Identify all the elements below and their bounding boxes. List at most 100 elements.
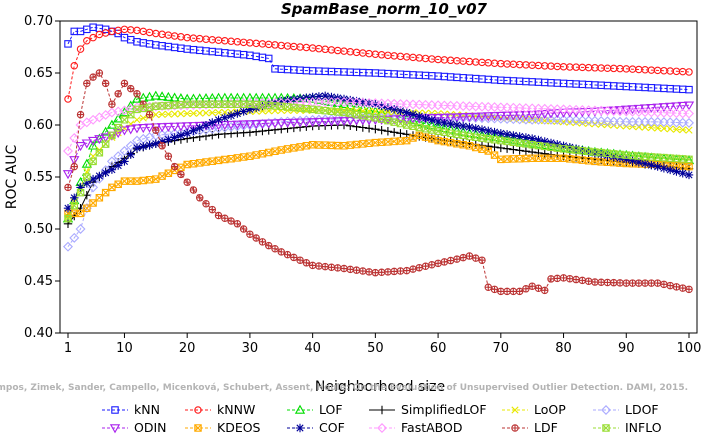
data-point: [113, 129, 124, 139]
data-point: [125, 140, 136, 151]
legend-label: kNNW: [217, 402, 255, 417]
data-point: [100, 126, 111, 136]
data-point: [94, 135, 105, 145]
data-point: [251, 120, 262, 130]
data-point: [589, 115, 600, 126]
data-point: [357, 116, 368, 126]
legend-label: COF: [319, 420, 345, 434]
data-point: [653, 162, 662, 171]
data-point: [169, 122, 180, 132]
data-point: [597, 278, 605, 286]
data-point: [665, 102, 676, 112]
data-point: [75, 224, 86, 234]
data-point: [194, 93, 205, 103]
data-point: [490, 151, 499, 159]
data-point: [665, 165, 675, 175]
data-point: [194, 406, 202, 414]
data-point: [358, 97, 368, 107]
series-line: [67, 72, 690, 292]
data-point: [591, 278, 599, 286]
data-point: [108, 183, 116, 192]
data-point: [641, 279, 649, 287]
data-point: [677, 108, 688, 119]
data-point: [521, 133, 531, 142]
data-point: [371, 100, 380, 109]
data-point: [678, 284, 687, 292]
data-point: [483, 101, 494, 112]
data-point: [533, 110, 544, 120]
data-point: [214, 108, 223, 117]
data-point: [120, 177, 129, 185]
data-point: [332, 117, 343, 127]
data-point: [502, 102, 513, 113]
data-point: [433, 117, 443, 127]
data-point: [357, 97, 368, 108]
data-point: [677, 101, 688, 111]
data-point: [277, 146, 286, 154]
data-point: [666, 281, 674, 290]
data-point: [132, 143, 142, 153]
data-point: [125, 125, 136, 135]
data-point: [321, 262, 329, 271]
data-point: [451, 100, 462, 111]
data-point: [384, 268, 392, 276]
data-point: [495, 111, 506, 121]
legend-label: SimplifiedLOF: [401, 402, 487, 417]
data-point: [522, 285, 530, 293]
data-point: [176, 131, 186, 140]
data-point: [534, 148, 543, 158]
data-point: [111, 406, 119, 414]
data-point: [95, 69, 104, 77]
data-point: [76, 209, 85, 218]
data-point: [202, 158, 210, 166]
legend-label: FastABOD: [401, 420, 463, 434]
data-point: [288, 118, 299, 128]
data-point: [376, 98, 387, 109]
data-point: [75, 142, 86, 152]
data-point: [245, 105, 255, 114]
data-point: [133, 105, 141, 114]
data-point: [622, 155, 631, 164]
data-point: [76, 183, 85, 192]
data-point: [158, 110, 166, 118]
data-point: [520, 114, 531, 125]
data-point: [471, 124, 480, 133]
data-point: [633, 106, 644, 117]
data-point: [364, 97, 375, 108]
data-point: [144, 123, 155, 133]
data-point: [221, 214, 229, 222]
data-point: [107, 165, 117, 174]
legend-item-inflo: INFLO: [593, 420, 662, 434]
data-point: [195, 194, 204, 202]
data-point: [239, 225, 248, 233]
data-point: [120, 157, 129, 166]
data-point: [671, 117, 682, 128]
data-point: [684, 108, 694, 119]
data-point: [484, 126, 493, 136]
data-point: [264, 148, 273, 157]
data-point: [339, 94, 349, 104]
data-point: [189, 159, 198, 168]
data-point: [490, 142, 499, 152]
data-point: [150, 90, 161, 100]
data-point: [514, 114, 525, 125]
data-point: [257, 119, 268, 129]
data-point: [76, 45, 85, 53]
data-point: [177, 110, 185, 118]
data-point: [514, 102, 525, 113]
data-point: [83, 37, 91, 45]
x-tick-label: 90: [618, 341, 635, 356]
data-point: [421, 262, 430, 270]
data-point: [258, 101, 267, 111]
data-point: [351, 116, 362, 126]
data-point: [602, 424, 610, 432]
data-point: [70, 193, 79, 202]
data-point: [189, 126, 198, 135]
data-point: [564, 104, 575, 115]
data-point: [395, 99, 406, 109]
data-point: [182, 129, 192, 138]
data-point: [101, 188, 110, 197]
data-point: [678, 169, 687, 178]
data-point: [402, 136, 411, 145]
data-point: [685, 155, 693, 164]
